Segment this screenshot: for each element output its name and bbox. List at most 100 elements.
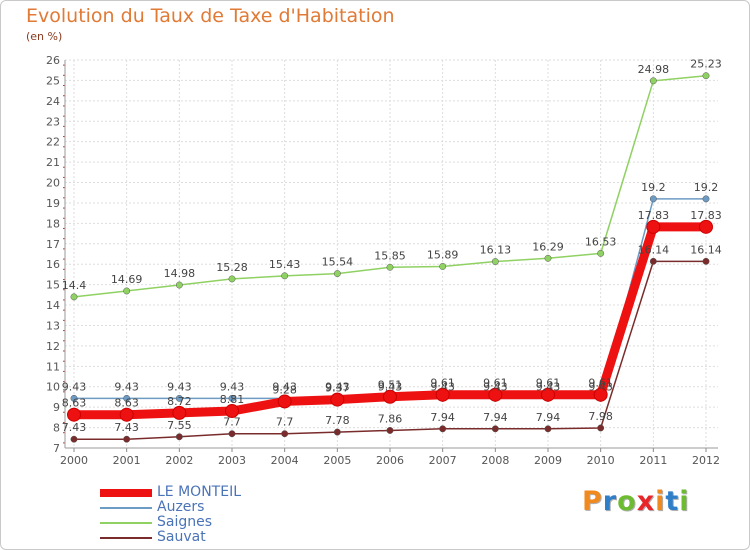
data-point-sauvat xyxy=(702,257,710,265)
data-label-le-monteil: 9.61 xyxy=(536,377,561,390)
data-point-le-monteil xyxy=(225,404,239,419)
y-tick-label: 22 xyxy=(46,136,60,149)
logo-letter: x xyxy=(636,486,656,517)
data-label-le-monteil: 9.51 xyxy=(378,379,403,392)
data-label-sauvat: 7.98 xyxy=(588,410,613,423)
data-point-sauvat xyxy=(649,257,657,265)
data-label-sauvat: 7.43 xyxy=(114,421,139,434)
data-label-saignes: 14.98 xyxy=(164,267,196,280)
data-label-auzers: 9.43 xyxy=(114,380,139,393)
data-label-auzers: 9.43 xyxy=(272,380,297,393)
data-point-auzers xyxy=(228,394,236,402)
x-tick-label: 2005 xyxy=(323,454,351,467)
data-label-saignes: 15.28 xyxy=(216,261,248,274)
data-point-sauvat xyxy=(228,430,236,438)
x-tick-label: 2002 xyxy=(165,454,193,467)
data-point-saignes xyxy=(70,293,78,301)
data-point-le-monteil xyxy=(593,387,608,402)
data-point-sauvat xyxy=(597,424,605,432)
y-tick-label: 25 xyxy=(46,74,60,87)
data-label-le-monteil: 8.63 xyxy=(62,397,87,410)
logo-letter: i xyxy=(655,486,666,517)
data-label-auzers: 9.43 xyxy=(430,380,455,393)
chart-title: Evolution du Taux de Taxe d'Habitation xyxy=(26,5,395,27)
data-point-le-monteil xyxy=(277,394,292,409)
data-label-saignes: 16.29 xyxy=(532,240,564,253)
data-point-sauvat xyxy=(333,428,341,436)
legend-label-sauvat: Sauvat xyxy=(157,529,206,545)
y-tick-label: 19 xyxy=(46,197,60,210)
data-label-saignes: 24.98 xyxy=(638,63,670,76)
data-label-saignes: 15.89 xyxy=(427,248,459,261)
y-tick-label: 7 xyxy=(53,442,60,455)
data-point-sauvat xyxy=(70,435,78,443)
data-label-saignes: 16.53 xyxy=(585,235,617,248)
data-label-sauvat: 7.94 xyxy=(430,411,455,424)
plot-area xyxy=(65,60,718,448)
data-point-sauvat xyxy=(491,425,499,433)
x-tick-label: 2012 xyxy=(692,454,720,467)
data-point-auzers xyxy=(702,195,710,203)
data-label-saignes: 15.43 xyxy=(269,258,301,271)
data-point-le-monteil xyxy=(383,389,397,404)
data-label-auzers: 19.2 xyxy=(641,181,666,194)
logo-letter: r xyxy=(602,486,618,517)
logo-letter: t xyxy=(665,486,680,517)
data-label-saignes: 16.13 xyxy=(480,244,512,257)
y-tick-label: 15 xyxy=(46,279,60,292)
y-tick-label: 16 xyxy=(46,258,60,271)
data-label-sauvat: 7.7 xyxy=(276,416,294,429)
data-point-le-monteil xyxy=(119,407,134,422)
data-point-le-monteil xyxy=(646,219,661,234)
data-point-auzers xyxy=(123,394,131,402)
x-tick-label: 2001 xyxy=(113,454,141,467)
legend-item-sauvat[interactable]: Sauvat xyxy=(100,530,300,545)
data-point-le-monteil xyxy=(172,405,187,420)
data-label-sauvat: 7.94 xyxy=(483,411,508,424)
data-label-auzers: 9.43 xyxy=(536,380,561,393)
x-tick-label: 2008 xyxy=(481,454,509,467)
legend-swatch-le-monteil xyxy=(100,489,152,497)
y-tick-label: 17 xyxy=(46,238,60,251)
data-label-le-monteil: 17.83 xyxy=(690,209,722,222)
y-tick-label: 11 xyxy=(46,360,60,373)
data-point-saignes xyxy=(544,254,552,262)
legend-item-le-monteil[interactable]: LE MONTEIL xyxy=(100,485,300,500)
data-label-auzers: 19.2 xyxy=(694,181,719,194)
chart-legend: LE MONTEIL Auzers Saignes Sauvat xyxy=(100,485,300,545)
data-point-saignes xyxy=(597,249,605,257)
data-point-sauvat xyxy=(281,430,289,438)
legend-item-saignes[interactable]: Saignes xyxy=(100,515,300,530)
legend-item-auzers[interactable]: Auzers xyxy=(100,500,300,515)
legend-label-saignes: Saignes xyxy=(157,514,213,530)
data-label-auzers: 9.43 xyxy=(62,380,87,393)
data-label-le-monteil: 9.61 xyxy=(483,377,508,390)
data-label-auzers: 9.43 xyxy=(378,380,403,393)
x-tick-label: 2000 xyxy=(60,454,88,467)
data-point-saignes xyxy=(702,72,710,80)
x-tick-label: 2011 xyxy=(639,454,667,467)
data-point-le-monteil xyxy=(699,219,713,234)
data-point-saignes xyxy=(491,258,499,266)
data-label-saignes: 15.54 xyxy=(322,256,354,269)
data-point-sauvat xyxy=(544,425,552,433)
data-label-sauvat: 7.55 xyxy=(167,419,192,432)
data-label-saignes: 14.4 xyxy=(62,279,87,292)
y-tick-label: 26 xyxy=(46,54,60,67)
data-label-saignes: 14.69 xyxy=(111,273,143,286)
legend-swatch-saignes xyxy=(100,522,152,524)
data-point-sauvat xyxy=(123,435,131,443)
data-label-le-monteil: 8.63 xyxy=(114,397,139,410)
data-label-sauvat: 16.14 xyxy=(690,243,722,256)
legend-label-auzers: Auzers xyxy=(157,499,205,515)
data-label-saignes: 25.23 xyxy=(690,58,722,71)
data-label-le-monteil: 8.72 xyxy=(167,395,192,408)
data-label-le-monteil: 8.81 xyxy=(220,393,245,406)
data-point-saignes xyxy=(123,287,131,295)
data-point-saignes xyxy=(386,263,394,271)
data-label-sauvat: 16.14 xyxy=(638,243,670,256)
data-point-saignes xyxy=(281,272,289,280)
data-point-le-monteil xyxy=(330,392,345,407)
data-point-saignes xyxy=(228,275,236,283)
data-label-auzers: 9.43 xyxy=(483,380,508,393)
